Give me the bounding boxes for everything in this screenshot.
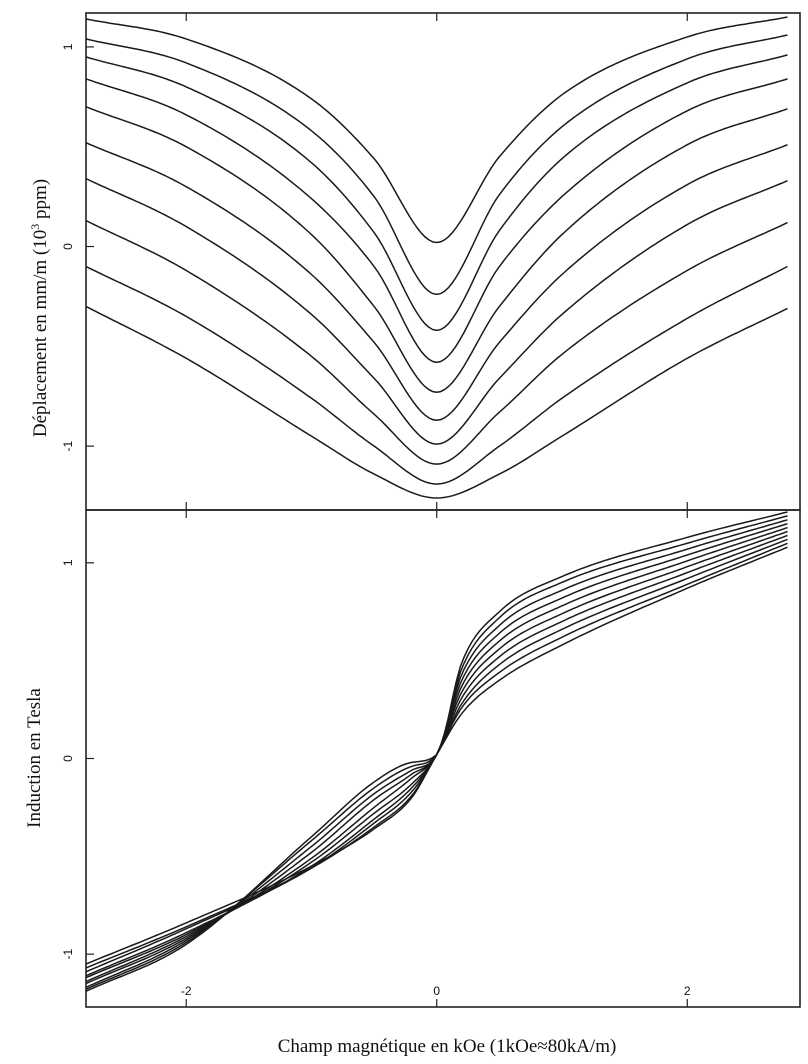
induction-panel: -1 0 1 -2 0 2 Induction en Tesla (24, 509, 801, 1008)
bottom-y-tick-label: 1 (61, 559, 75, 566)
bottom-x-tick-label: 0 (433, 984, 440, 998)
top-y-tick-label: 1 (61, 43, 75, 50)
top-curve-4 (85, 78, 788, 364)
magnetostriction-curves (85, 16, 788, 499)
top-curve-3 (85, 54, 788, 332)
top-y-axis-title: Déplacement en mm/m (103 ppm) (28, 179, 51, 437)
top-axes: -1 0 1 (61, 13, 688, 510)
x-axis-title: Champ magnétique en kOe (1kOe≈80kA/m) (278, 1036, 617, 1057)
bottom-y-axis-title: Induction en Tesla (24, 688, 45, 828)
top-curve-10 (85, 305, 788, 499)
bottom-x-tick-label: 2 (684, 984, 691, 998)
top-curve-5 (85, 106, 788, 393)
top-curve-2 (85, 34, 788, 296)
top-plot-frame (85, 12, 801, 511)
top-curve-6 (85, 142, 788, 421)
bottom-x-tick-label: -2 (181, 984, 192, 998)
top-curve-8 (85, 219, 788, 465)
top-curve-7 (85, 178, 788, 445)
bottom-axes: -1 0 1 -2 0 2 (61, 510, 691, 1007)
induction-curves (85, 511, 788, 992)
bottom-y-tick-label: -1 (61, 949, 75, 960)
bottom-curve-10 (85, 511, 788, 992)
top-y-tick-label: 0 (61, 243, 75, 250)
top-curve-1 (85, 16, 788, 244)
top-curve-9 (85, 265, 788, 485)
bottom-y-tick-label: 0 (61, 755, 75, 762)
magnetostriction-panel: -1 0 1 Déplacement en mm/m (103 ppm) (28, 12, 801, 511)
top-y-tick-label: -1 (61, 440, 75, 451)
